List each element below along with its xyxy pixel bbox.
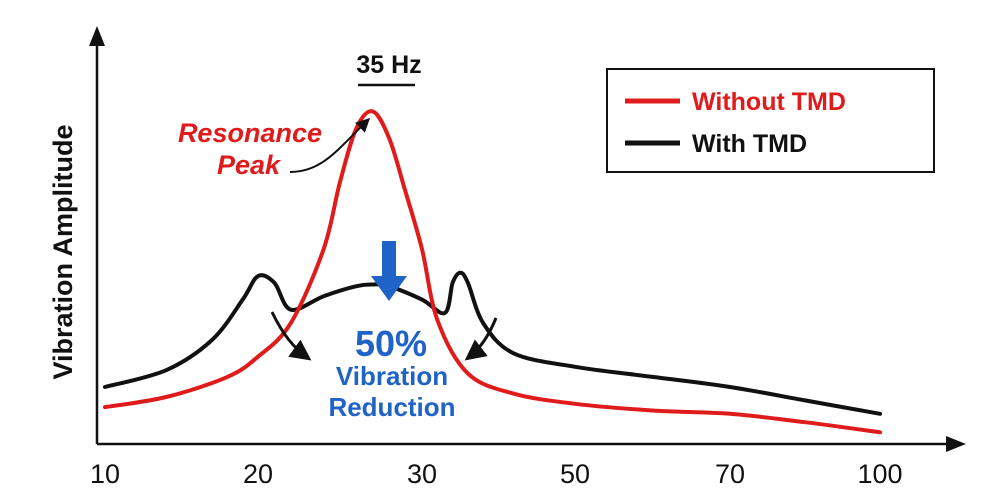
x-tick-label-20: 20 [243,459,273,489]
series-line-with-tmd [103,270,882,416]
peak-frequency-label: 35 Hz [356,51,421,79]
legend-label-with-tmd: With TMD [692,130,807,158]
reduction-down-arrow-icon [371,241,407,301]
legend: Without TMD With TMD [606,68,935,173]
y-axis-label: Vibration Amplitude [48,124,78,379]
resonance-label-line1: Resonance [178,118,322,148]
x-tick-labels: 10 20 30 50 70 100 [90,459,903,489]
reduction-percent-label: 50% [355,323,427,364]
series-group [103,109,882,435]
y-axis-arrow-icon [89,26,105,46]
resonance-label-line2: Peak [217,150,282,180]
legend-box [606,68,935,173]
x-tick-label-70: 70 [715,459,745,489]
right-reduction-arrow-icon [464,317,498,361]
reduction-label-line2: Reduction [328,392,455,422]
legend-label-without-tmd: Without TMD [692,88,846,116]
reduction-label-line1: Vibration [336,361,448,391]
x-tick-label-30: 30 [407,459,437,489]
left-reduction-arrow-icon [270,311,312,361]
x-tick-label-50: 50 [560,459,590,489]
x-tick-label-100: 100 [857,459,902,489]
x-axis-arrow-icon [946,436,966,452]
x-tick-label-10: 10 [90,459,120,489]
resonance-pointer-arrow-icon [289,118,371,173]
series-line-without-tmd [103,109,882,435]
